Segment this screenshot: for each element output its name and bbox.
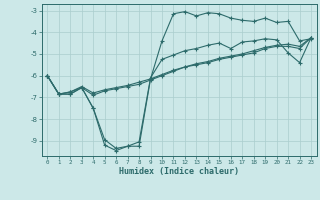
X-axis label: Humidex (Indice chaleur): Humidex (Indice chaleur) [119, 167, 239, 176]
